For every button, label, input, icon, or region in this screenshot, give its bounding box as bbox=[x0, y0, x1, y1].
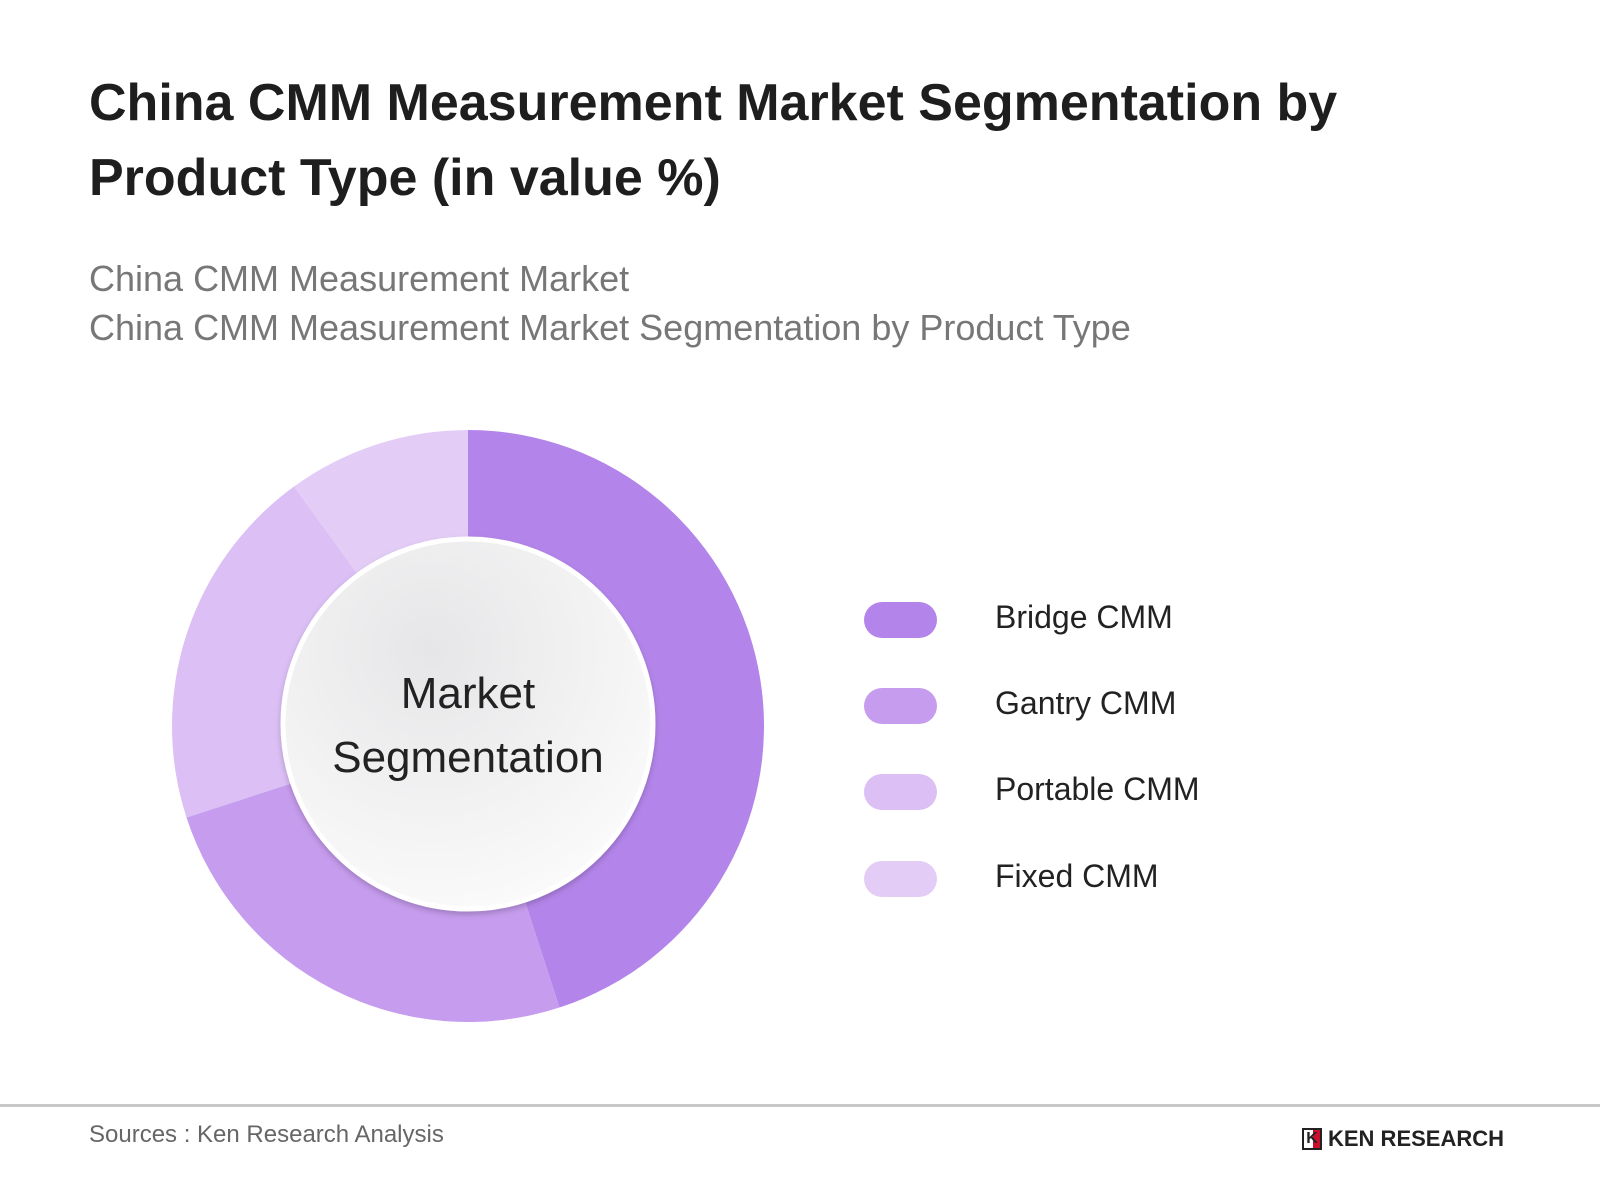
source-note: Sources : Ken Research Analysis bbox=[89, 1121, 444, 1148]
legend-item-bridge: Bridge CMM bbox=[864, 599, 1364, 638]
legend-swatch bbox=[864, 861, 937, 897]
legend-label: Bridge CMM bbox=[995, 599, 1173, 635]
legend-swatch bbox=[864, 602, 937, 638]
chart-title: China CMM Measurement Market Segmentatio… bbox=[89, 74, 1338, 207]
subtitle-line-1: China CMM Measurement Market bbox=[89, 258, 630, 299]
legend-label: Fixed CMM bbox=[995, 858, 1159, 894]
footer-divider bbox=[0, 1104, 1600, 1107]
slice-bridge-cmm bbox=[468, 430, 765, 1008]
legend-swatch bbox=[864, 688, 937, 724]
logo-mark-icon: K bbox=[1302, 1128, 1322, 1150]
center-label-line-1: Market bbox=[400, 669, 536, 718]
logo-text: KEN RESEARCH bbox=[1328, 1126, 1505, 1151]
donut-center bbox=[280, 536, 656, 912]
legend-item-portable: Portable CMM bbox=[864, 771, 1364, 810]
center-label: Market Segmentation bbox=[268, 662, 668, 790]
slice-gantry-cmm bbox=[186, 781, 560, 1022]
ken-research-logo: K KEN RESEARCH bbox=[1302, 1126, 1504, 1152]
subtitle-line-2: China CMM Measurement Market Segmentatio… bbox=[89, 307, 1131, 348]
slice-portable-cmm bbox=[172, 486, 363, 818]
legend-swatch bbox=[864, 774, 937, 810]
legend-item-fixed: Fixed CMM bbox=[864, 858, 1364, 897]
legend-label: Gantry CMM bbox=[995, 685, 1177, 721]
legend-item-gantry: Gantry CMM bbox=[864, 685, 1364, 724]
legend-label: Portable CMM bbox=[995, 771, 1200, 807]
center-label-line-2: Segmentation bbox=[332, 733, 604, 782]
